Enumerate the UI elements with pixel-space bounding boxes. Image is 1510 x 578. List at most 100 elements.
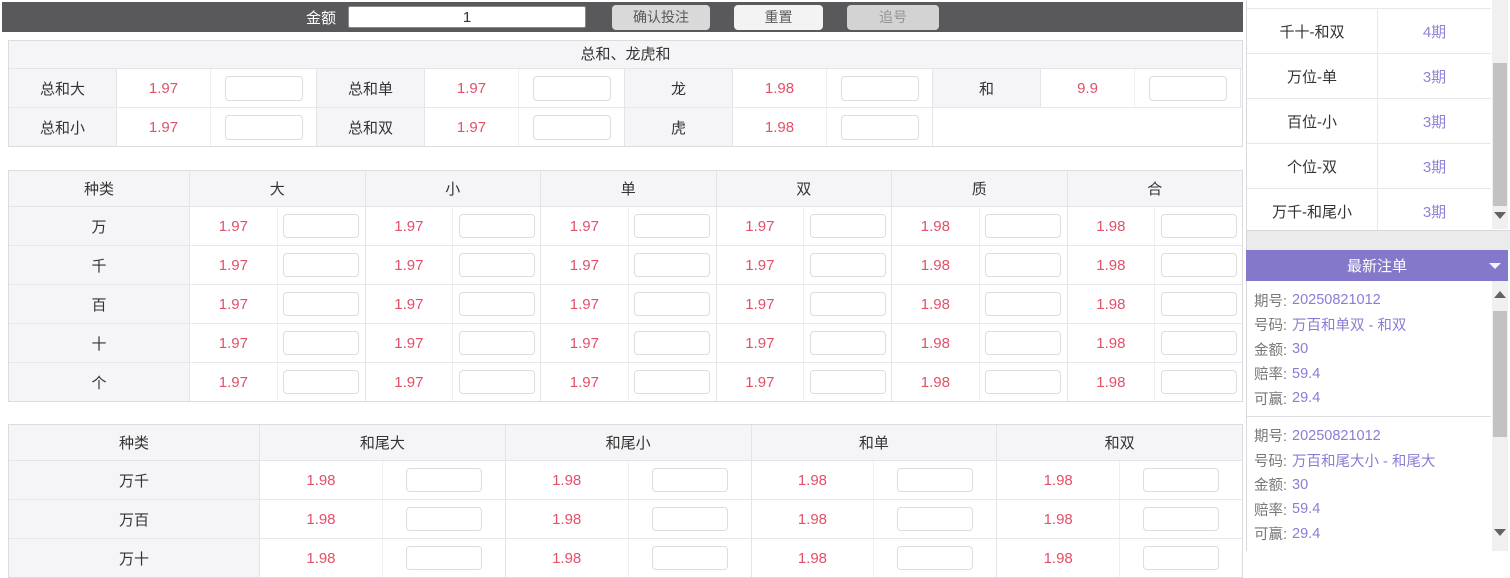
bet-amount-input[interactable] xyxy=(809,214,886,238)
odds-value: 1.97 xyxy=(366,285,454,323)
bet-amount-input[interactable] xyxy=(458,370,535,394)
bet-amount-input[interactable] xyxy=(809,253,886,277)
order-entry: 期号: 20250821012 号码: 万百和尾大小 - 和尾大 金额: 30 赔率: 59.… xyxy=(1247,417,1491,552)
bet-amount-input[interactable] xyxy=(634,214,711,238)
scroll-down-icon[interactable] xyxy=(1494,212,1506,219)
bet-amount-cell xyxy=(278,285,366,323)
scroll-down-icon[interactable] xyxy=(1494,529,1506,536)
bet-amount-input[interactable] xyxy=(809,370,886,394)
bet-type-label: 和 xyxy=(933,69,1041,107)
sum-table-row: 总和小 1.97 总和双 1.97 虎 1.98 xyxy=(9,108,1242,146)
amount-input[interactable] xyxy=(348,6,586,28)
odds-value: 1.98 xyxy=(997,461,1121,499)
bet-amount-input[interactable] xyxy=(1143,546,1220,570)
bet-amount-cell xyxy=(519,69,625,107)
odds-value: 1.98 xyxy=(892,363,980,401)
bet-amount-input[interactable] xyxy=(283,292,360,316)
bet-type-label: 总和大 xyxy=(9,69,117,107)
bet-amount-input[interactable] xyxy=(1160,214,1237,238)
bet-amount-input[interactable] xyxy=(405,507,482,531)
odds-value: 1.98 xyxy=(506,539,629,577)
bet-amount-input[interactable] xyxy=(897,546,974,570)
orders-scrollbar-thumb[interactable] xyxy=(1493,311,1507,437)
bet-amount-cell xyxy=(629,500,752,538)
column-header: 合 xyxy=(1147,181,1163,198)
bet-amount-input[interactable] xyxy=(283,331,360,355)
trend-item-name: 万位-单 xyxy=(1247,54,1378,98)
bet-amount-input[interactable] xyxy=(405,546,482,570)
trend-list-item[interactable]: 万位-单 3期 xyxy=(1247,54,1491,99)
bet-amount-input[interactable] xyxy=(651,546,728,570)
bet-amount-input[interactable] xyxy=(532,114,611,140)
bet-amount-input[interactable] xyxy=(985,292,1062,316)
orders-scrollbar[interactable] xyxy=(1492,281,1508,551)
trend-scrollbar-thumb[interactable] xyxy=(1493,63,1507,206)
bet-amount-cell xyxy=(629,207,717,245)
confirm-bet-button[interactable]: 确认投注 xyxy=(612,4,710,30)
bet-amount-input[interactable] xyxy=(634,253,711,277)
trend-scrollbar[interactable] xyxy=(1492,0,1508,229)
bet-amount-input[interactable] xyxy=(532,75,611,101)
bet-amount-input[interactable] xyxy=(1148,75,1227,101)
caret-down-icon[interactable] xyxy=(1489,263,1501,269)
bet-amount-input[interactable] xyxy=(1143,468,1220,492)
bet-amount-input[interactable] xyxy=(458,253,535,277)
order-field-label: 期号: xyxy=(1254,293,1288,310)
odds-value: 1.97 xyxy=(717,246,805,284)
row-label: 万百 xyxy=(9,500,260,538)
scroll-up-icon[interactable] xyxy=(1494,291,1506,298)
bet-amount-cell xyxy=(874,500,998,538)
odds-table-row: 万百 1.98 1.98 1.98 1.98 xyxy=(9,500,1242,539)
bet-amount-input[interactable] xyxy=(840,75,919,101)
bet-amount-input[interactable] xyxy=(985,253,1062,277)
odds-value: 1.98 xyxy=(1068,324,1156,362)
bet-amount-input[interactable] xyxy=(458,214,535,238)
bet-amount-input[interactable] xyxy=(405,468,482,492)
bet-amount-cell xyxy=(804,285,892,323)
latest-orders-title: 最新注单 xyxy=(1346,258,1407,275)
bet-amount-cell xyxy=(1155,285,1242,323)
trend-list-item[interactable]: 万千-和尾小 3期 xyxy=(1247,189,1491,230)
bet-amount-input[interactable] xyxy=(458,331,535,355)
odds-value: 1.97 xyxy=(541,324,629,362)
bet-amount-input[interactable] xyxy=(1160,253,1237,277)
odds-value: 1.97 xyxy=(366,246,454,284)
bet-amount-input[interactable] xyxy=(224,75,303,101)
bet-amount-input[interactable] xyxy=(809,292,886,316)
reset-button[interactable]: 重置 xyxy=(734,4,823,30)
order-line: 可赢: 29.4 xyxy=(1254,386,1491,411)
bet-amount-input[interactable] xyxy=(1160,370,1237,394)
column-header: 质 xyxy=(892,171,1068,206)
bet-amount-input[interactable] xyxy=(809,331,886,355)
bet-amount-cell xyxy=(804,207,892,245)
bet-amount-input[interactable] xyxy=(1143,507,1220,531)
trend-list-item[interactable]: 个位-双 3期 xyxy=(1247,144,1491,189)
bet-amount-input[interactable] xyxy=(283,214,360,238)
trend-list-item[interactable]: 千十-和双 4期 xyxy=(1247,9,1491,54)
bet-amount-input[interactable] xyxy=(634,331,711,355)
bet-amount-input[interactable] xyxy=(634,370,711,394)
bet-amount-input[interactable] xyxy=(840,114,919,140)
bet-amount-input[interactable] xyxy=(283,370,360,394)
chase-number-button[interactable]: 追号 xyxy=(847,4,939,30)
bet-amount-input[interactable] xyxy=(1160,292,1237,316)
sidebar-gap xyxy=(1246,231,1510,250)
bet-amount-input[interactable] xyxy=(224,114,303,140)
bet-amount-input[interactable] xyxy=(897,468,974,492)
bet-amount-cell xyxy=(629,285,717,323)
bet-amount-input[interactable] xyxy=(651,468,728,492)
bet-amount-input[interactable] xyxy=(1160,331,1237,355)
bet-amount-input[interactable] xyxy=(651,507,728,531)
bet-amount-input[interactable] xyxy=(985,214,1062,238)
odds-value: 1.98 xyxy=(892,285,980,323)
bet-amount-input[interactable] xyxy=(897,507,974,531)
bet-amount-cell xyxy=(874,461,998,499)
bet-amount-input[interactable] xyxy=(458,292,535,316)
sidebar: 千十-和双 4期 万位-单 3期 百位-小 3期 个位-双 3期 万千-和尾小 3期 最新注单 期… xyxy=(1246,0,1510,551)
bet-amount-input[interactable] xyxy=(985,331,1062,355)
bet-amount-input[interactable] xyxy=(985,370,1062,394)
bet-amount-cell xyxy=(278,363,366,401)
bet-amount-input[interactable] xyxy=(283,253,360,277)
trend-list-item[interactable]: 百位-小 3期 xyxy=(1247,99,1491,144)
bet-amount-input[interactable] xyxy=(634,292,711,316)
